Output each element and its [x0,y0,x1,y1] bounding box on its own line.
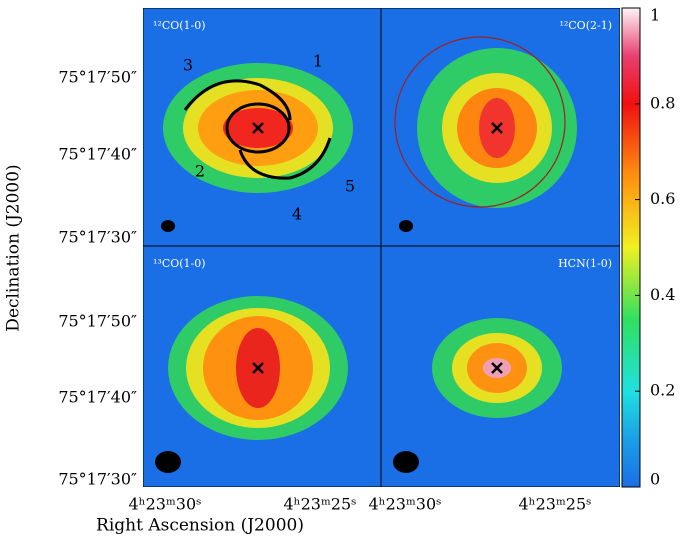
colorbar-tick-label: 1 [650,6,660,25]
annotation: 5 [345,177,355,196]
panel-label: ¹²CO(1-0) [153,19,206,32]
beam-circle [394,36,566,208]
annotation: 2 [195,162,205,181]
x-tick-label: 4ʰ23ᵐ25ˢ [283,495,356,514]
y-tick-label: 75°17′50″ [58,68,137,87]
annotation: 1 [313,52,323,71]
colorbar [621,7,641,488]
x-axis-label: Right Ascension (J2000) [96,516,304,536]
cross [252,122,264,134]
annotation: 4 [292,205,302,224]
y-tick-label: 75°17′30″ [58,228,137,247]
colorbar-tick-label: 0.4 [650,285,675,304]
map-panel [143,246,381,487]
ring [225,102,291,154]
arm [183,79,292,121]
annotation: 3 [183,56,193,75]
cross [252,362,264,374]
colorbar-tick-label: 0 [650,470,660,489]
arm [238,137,332,180]
colorbar-tick-label: 0.2 [650,381,675,400]
map-panel [381,8,620,246]
beam [393,451,419,473]
panel-label: ¹²CO(2-1) [559,19,612,32]
maps [143,8,620,487]
beam [399,220,413,232]
panel-label: ¹³CO(1-0) [153,257,206,270]
panel-label: HCN(1-0) [558,257,612,270]
cross [491,122,503,134]
beam [161,220,175,232]
y-axis-label: Declination (J2000) [4,164,24,331]
y-tick-label: 75°17′30″ [58,470,137,489]
y-tick-label: 75°17′40″ [58,145,137,164]
cross [491,362,503,374]
beam [155,451,181,473]
x-tick-label: 4ʰ23ᵐ30ˢ [368,495,441,514]
y-tick-label: 75°17′50″ [58,312,137,331]
map-panel [381,246,620,487]
colorbar-tick-label: 0.6 [650,189,675,208]
y-tick-label: 75°17′40″ [58,388,137,407]
colorbar-tick-label: 0.8 [650,93,675,112]
x-tick-label: 4ʰ23ᵐ25ˢ [518,495,591,514]
x-tick-label: 4ʰ23ᵐ30ˢ [128,495,201,514]
map-panel [143,8,381,246]
